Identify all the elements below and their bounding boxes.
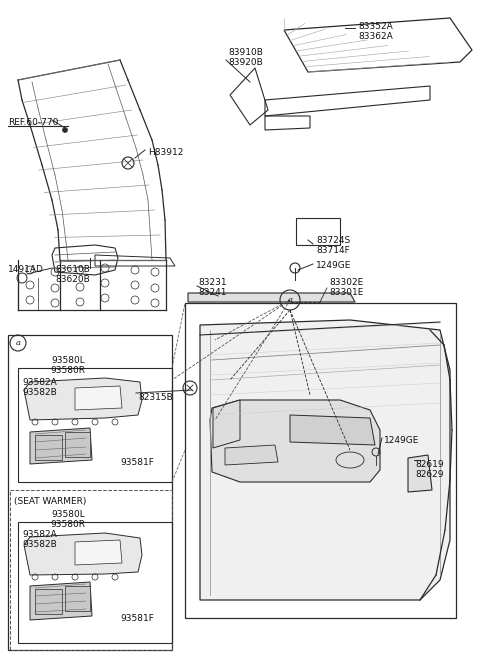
Polygon shape bbox=[75, 386, 122, 410]
Bar bbox=[35, 589, 62, 614]
Text: 83724S
83714F: 83724S 83714F bbox=[316, 236, 350, 255]
Text: 83610B
83620B: 83610B 83620B bbox=[55, 265, 90, 284]
Bar bbox=[18, 522, 172, 643]
Text: 83231
83241: 83231 83241 bbox=[198, 278, 227, 297]
Bar bbox=[18, 368, 172, 482]
Text: 93580L
93580R: 93580L 93580R bbox=[50, 356, 85, 376]
Text: 93582A
93582B: 93582A 93582B bbox=[22, 530, 57, 549]
Text: 1249GE: 1249GE bbox=[384, 436, 420, 445]
Text: 83910B
83920B: 83910B 83920B bbox=[228, 48, 263, 67]
Bar bbox=[8, 335, 172, 650]
Text: 93580L
93580R: 93580L 93580R bbox=[50, 510, 85, 530]
Text: 83352A
83362A: 83352A 83362A bbox=[358, 22, 393, 41]
Text: 1491AD: 1491AD bbox=[8, 265, 44, 274]
Text: 83302E
83301E: 83302E 83301E bbox=[329, 278, 363, 297]
Polygon shape bbox=[225, 445, 278, 465]
Bar bbox=[35, 435, 62, 460]
Bar bbox=[296, 218, 340, 245]
Polygon shape bbox=[75, 540, 122, 565]
Text: 93582A
93582B: 93582A 93582B bbox=[22, 378, 57, 397]
Polygon shape bbox=[30, 582, 92, 620]
Polygon shape bbox=[24, 533, 142, 575]
Bar bbox=[65, 586, 90, 611]
Text: H83912: H83912 bbox=[148, 148, 183, 157]
Polygon shape bbox=[24, 378, 142, 420]
Text: a: a bbox=[288, 296, 292, 304]
Text: 1249GE: 1249GE bbox=[316, 261, 351, 270]
Bar bbox=[185, 303, 456, 618]
Bar bbox=[10, 490, 172, 650]
Text: 82619
82629: 82619 82629 bbox=[415, 460, 444, 480]
Text: 93581F: 93581F bbox=[120, 458, 154, 467]
Polygon shape bbox=[290, 415, 375, 445]
Polygon shape bbox=[210, 400, 380, 482]
Polygon shape bbox=[213, 400, 240, 448]
Text: (SEAT WARMER): (SEAT WARMER) bbox=[14, 497, 86, 506]
Bar bbox=[65, 432, 90, 457]
Polygon shape bbox=[200, 320, 450, 600]
Polygon shape bbox=[188, 293, 355, 302]
Polygon shape bbox=[408, 455, 432, 492]
Text: 82315B: 82315B bbox=[138, 393, 173, 402]
Text: REF.60-770: REF.60-770 bbox=[8, 118, 59, 127]
Text: a: a bbox=[15, 339, 21, 347]
Text: 93581F: 93581F bbox=[120, 614, 154, 623]
Circle shape bbox=[62, 128, 68, 132]
Polygon shape bbox=[30, 428, 92, 464]
